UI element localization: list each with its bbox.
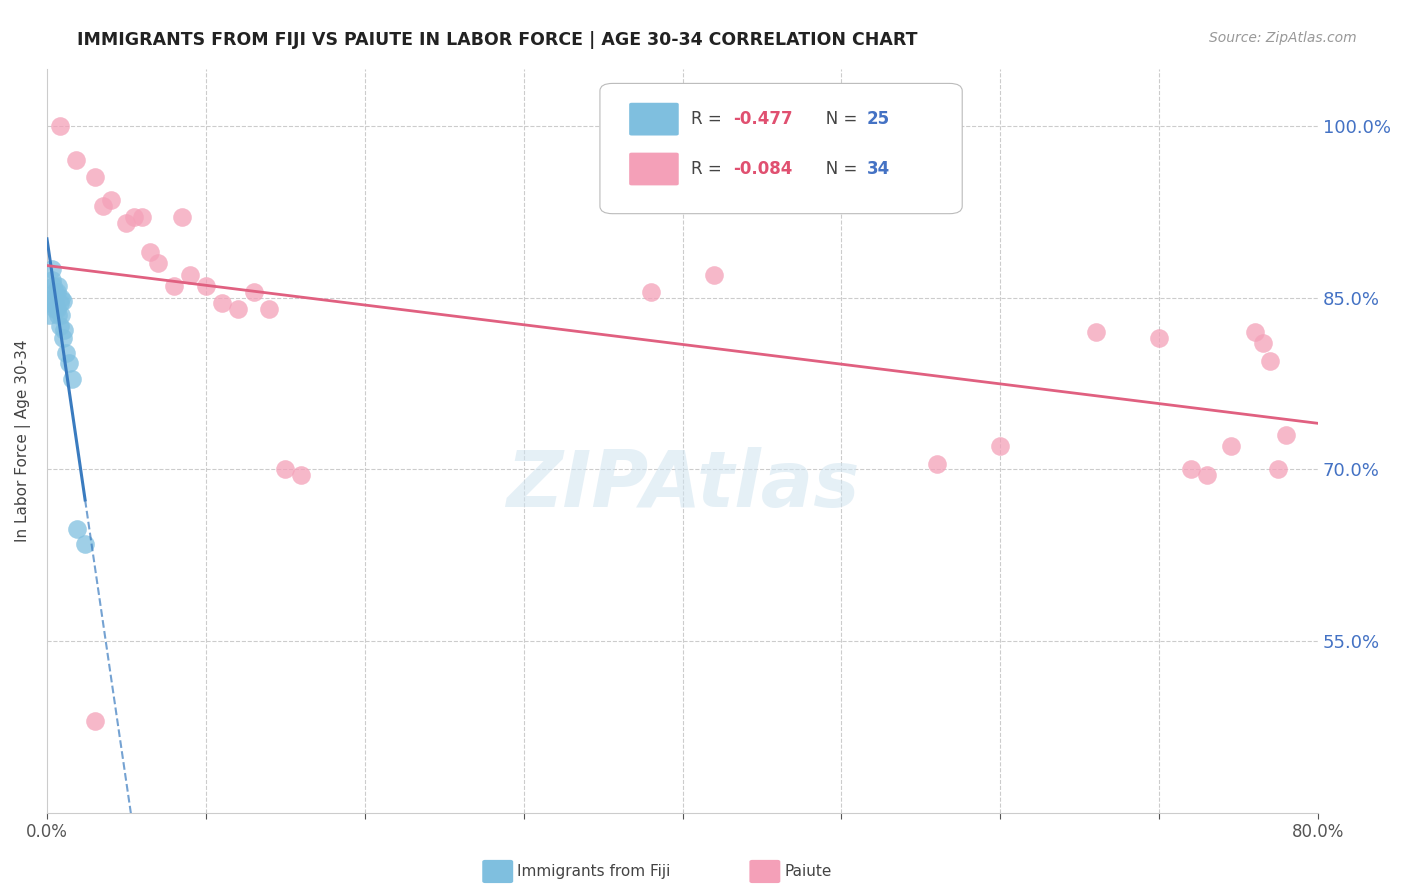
Point [83,714,105,729]
Point [58,356,80,370]
Point [83,170,105,185]
Point [42,291,65,305]
Point [1267,462,1289,476]
Point [163,279,186,293]
Point [42,279,65,293]
Text: Source: ZipAtlas.com: Source: ZipAtlas.com [1209,31,1357,45]
Point [1243,325,1265,339]
Point [170,211,193,225]
Text: N =: N = [810,160,862,178]
Point [48,119,70,133]
Point [51,308,73,322]
Point [52,331,75,345]
Point [988,439,1011,453]
Point [290,468,312,483]
Point [242,285,264,299]
Text: Immigrants from Fiji: Immigrants from Fiji [517,864,671,879]
Point [48,296,70,310]
Point [100,193,122,207]
Point [124,211,146,225]
Point [1195,468,1218,483]
Text: N =: N = [810,110,862,128]
Point [44,285,66,299]
Text: IMMIGRANTS FROM FIJI VS PAIUTE IN LABOR FORCE | AGE 30-34 CORRELATION CHART: IMMIGRANTS FROM FIJI VS PAIUTE IN LABOR … [77,31,918,49]
Point [139,244,162,259]
Point [131,211,153,225]
Point [44,301,66,316]
Point [1180,462,1202,476]
Text: ZIPAtlas: ZIPAtlas [506,448,859,524]
Point [46,279,69,293]
Point [148,256,170,270]
Point [274,462,297,476]
Point [1275,428,1298,442]
Point [48,319,70,334]
Point [925,457,948,471]
Text: -0.477: -0.477 [734,110,793,128]
Point [1260,353,1282,368]
Point [38,308,60,322]
Point [226,301,249,316]
Point [55,345,77,359]
Text: Paiute: Paiute [785,864,832,879]
Point [211,296,233,310]
Point [1147,331,1170,345]
Point [45,285,67,299]
Point [41,273,63,287]
Point [115,216,138,230]
Point [52,293,75,308]
FancyBboxPatch shape [600,84,962,214]
Point [44,296,66,310]
Point [75,537,97,551]
Text: 25: 25 [868,110,890,128]
Point [1084,325,1107,339]
Point [1219,439,1241,453]
Point [39,296,62,310]
Point [259,301,281,316]
Point [51,291,73,305]
Point [60,372,83,386]
Text: 34: 34 [868,160,890,178]
Point [91,199,114,213]
Text: R =: R = [692,110,727,128]
Point [46,308,69,322]
Text: -0.084: -0.084 [734,160,793,178]
FancyBboxPatch shape [628,153,679,186]
Y-axis label: In Labor Force | Age 30-34: In Labor Force | Age 30-34 [15,340,31,542]
Point [53,323,76,337]
Point [65,153,87,168]
Point [66,522,89,536]
Point [45,301,67,316]
Point [179,268,201,282]
Point [194,279,217,293]
Point [703,268,725,282]
FancyBboxPatch shape [628,103,679,136]
Point [1251,336,1274,351]
Text: R =: R = [692,160,727,178]
Point [41,261,63,276]
Point [640,285,662,299]
